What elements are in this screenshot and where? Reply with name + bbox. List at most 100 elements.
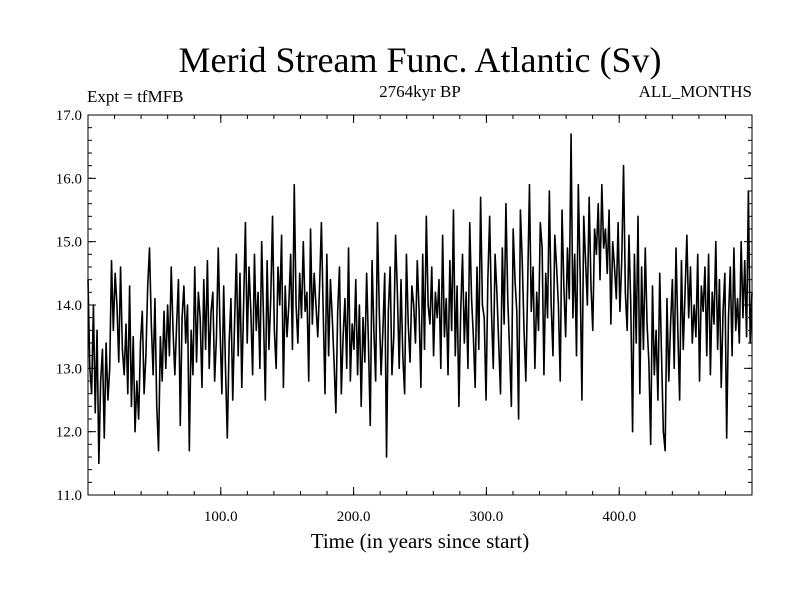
data-point xyxy=(214,380,216,382)
data-point xyxy=(613,266,616,268)
data-point xyxy=(355,279,357,281)
data-point xyxy=(157,450,160,452)
data-point xyxy=(673,367,675,369)
data-point xyxy=(172,329,174,331)
data-point xyxy=(188,450,190,452)
data-point xyxy=(698,380,701,382)
data-point xyxy=(210,310,212,312)
data-point xyxy=(139,342,142,344)
y-tick-label: 14.0 xyxy=(56,298,82,314)
data-point xyxy=(485,399,487,401)
data-point xyxy=(608,209,610,211)
data-point xyxy=(597,203,599,205)
data-point xyxy=(154,298,156,300)
data-point xyxy=(277,266,279,268)
data-point xyxy=(458,405,460,407)
y-tick-label: 16.0 xyxy=(56,171,82,187)
data-point xyxy=(337,310,339,312)
data-point xyxy=(574,253,576,255)
data-point xyxy=(514,279,516,281)
data-point xyxy=(519,209,522,211)
data-point xyxy=(364,361,366,363)
data-point xyxy=(205,348,207,350)
data-point xyxy=(496,291,498,293)
data-point xyxy=(400,279,402,281)
data-point xyxy=(326,253,328,255)
data-point xyxy=(641,266,643,268)
data-point xyxy=(650,443,652,445)
data-point xyxy=(592,329,594,331)
data-point xyxy=(143,393,145,395)
data-point xyxy=(472,336,474,338)
experiment-label: Expt = tfMFB xyxy=(87,87,184,106)
data-point xyxy=(375,380,377,382)
data-point xyxy=(119,266,122,268)
data-point xyxy=(223,285,225,287)
data-point xyxy=(394,234,397,236)
data-point xyxy=(474,386,476,388)
data-point xyxy=(237,355,239,357)
data-point xyxy=(362,317,364,319)
data-point xyxy=(568,298,570,300)
data-point xyxy=(282,386,284,388)
data-point xyxy=(731,355,733,357)
data-point xyxy=(136,380,138,382)
data-point xyxy=(411,285,413,287)
data-point xyxy=(617,222,619,224)
data-point xyxy=(483,317,485,319)
data-point xyxy=(96,329,98,331)
data-point xyxy=(528,184,531,186)
chart-title: Merid Stream Func. Atlantic (Sv) xyxy=(179,40,662,80)
data-point xyxy=(465,291,467,293)
data-point xyxy=(121,348,123,350)
data-point xyxy=(478,348,480,350)
data-point xyxy=(451,329,453,331)
y-tick-label: 11.0 xyxy=(56,488,82,504)
data-point xyxy=(382,329,384,331)
data-point xyxy=(203,279,205,281)
data-point xyxy=(631,431,634,433)
data-point xyxy=(280,234,283,236)
data-point xyxy=(371,260,373,262)
x-tick-label: 200.0 xyxy=(337,509,371,525)
data-point xyxy=(503,323,505,325)
data-point xyxy=(416,260,418,262)
data-point xyxy=(512,228,514,230)
months-label: ALL_MONTHS xyxy=(639,82,752,101)
data-point xyxy=(480,196,482,198)
data-point xyxy=(215,336,218,338)
data-point xyxy=(706,355,708,357)
data-point xyxy=(159,336,161,338)
data-point xyxy=(682,348,684,350)
data-point xyxy=(248,266,250,268)
data-point xyxy=(443,336,446,338)
data-point xyxy=(456,285,458,287)
data-point xyxy=(376,222,379,224)
data-point xyxy=(635,342,637,344)
data-point xyxy=(183,285,185,287)
data-point xyxy=(185,342,187,344)
data-point xyxy=(727,317,730,319)
data-point xyxy=(253,253,256,255)
data-point xyxy=(584,260,587,262)
data-point xyxy=(463,342,465,344)
data-point xyxy=(324,393,326,395)
data-point xyxy=(100,380,102,382)
data-point xyxy=(461,253,464,255)
data-point xyxy=(226,437,228,439)
data-point xyxy=(742,317,744,319)
data-point xyxy=(299,272,301,274)
data-point xyxy=(262,317,265,319)
y-tick-label: 17.0 xyxy=(56,108,82,124)
data-point xyxy=(152,374,154,376)
data-point xyxy=(525,380,527,382)
data-point xyxy=(427,304,429,306)
data-point xyxy=(561,209,563,211)
data-point xyxy=(709,374,711,376)
data-point xyxy=(230,298,232,300)
data-point xyxy=(436,317,438,319)
data-point xyxy=(610,323,612,325)
data-point xyxy=(559,380,561,382)
data-point xyxy=(603,247,605,249)
